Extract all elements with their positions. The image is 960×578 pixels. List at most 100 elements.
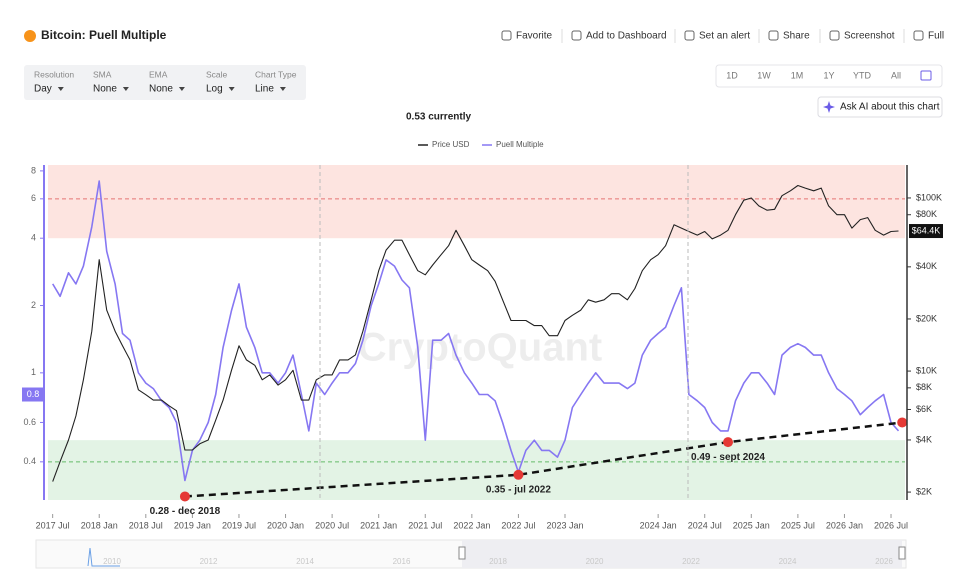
y2-tick-label: $80K — [916, 209, 937, 219]
plot-area: CryptoQuant — [48, 165, 908, 502]
y2-tick-label: $20K — [916, 313, 937, 323]
price-marker-label: $64.4K — [912, 225, 941, 235]
y-tick-label: 2 — [31, 300, 36, 310]
ai-icon — [823, 101, 835, 113]
range-button[interactable]: 1M — [791, 70, 804, 80]
control-label: Scale — [206, 69, 228, 79]
subtitle: 0.53 currently — [406, 112, 471, 123]
y2-tick-label: $10K — [916, 365, 937, 375]
ask-ai-button[interactable] — [817, 96, 943, 118]
y-tick-label: 1 — [31, 367, 36, 377]
x-tick-label: 2019 Jan — [174, 520, 211, 530]
x-tick-label: 2022 Jan — [453, 520, 490, 530]
action-icon — [913, 30, 924, 41]
navigator-label: 2014 — [296, 557, 314, 566]
action-button[interactable]: Add to Dashboard — [586, 31, 667, 42]
trend-annotation: 0.28 - dec 2018 — [150, 506, 221, 517]
y2-tick-label: $8K — [916, 382, 932, 392]
trend-point — [513, 469, 524, 480]
action-button[interactable]: Share — [783, 31, 810, 42]
control-value[interactable]: Day — [34, 84, 52, 95]
x-tick-label: 2023 Jan — [546, 520, 583, 530]
navigator-label: 2022 — [682, 557, 700, 566]
trend-annotation: 0.35 - jul 2022 — [486, 484, 551, 495]
y2-tick-label: $100K — [916, 192, 942, 202]
dropdown-arrow — [279, 87, 286, 91]
zone-band — [48, 440, 905, 500]
x-tick-label: 2020 Jan — [267, 520, 304, 530]
navigator-window[interactable] — [462, 540, 902, 568]
action-button[interactable]: Screenshot — [844, 31, 895, 42]
x-tick-label: 2021 Jul — [408, 520, 442, 530]
control-value[interactable]: Line — [255, 84, 274, 95]
trend-point — [897, 417, 908, 428]
control-label: SMA — [93, 69, 112, 79]
watermark: CryptoQuant — [358, 326, 602, 370]
controls-panel — [24, 65, 306, 100]
y2-tick-label: $2K — [916, 486, 932, 496]
action-icon — [829, 30, 840, 41]
x-tick-label: 2019 Jul — [222, 520, 256, 530]
dropdown-arrow — [57, 87, 64, 91]
ask-ai-label[interactable]: Ask AI about this chart — [840, 102, 940, 113]
range-button[interactable]: 1Y — [823, 70, 834, 80]
trend-annotation: 0.49 - sept 2024 — [691, 452, 765, 463]
price-marker — [909, 224, 943, 239]
y2-tick-label: $40K — [916, 261, 937, 271]
action-button[interactable]: Favorite — [516, 31, 553, 42]
range-button[interactable]: All — [891, 70, 901, 80]
range-button[interactable]: 1D — [726, 70, 738, 80]
x-tick-label: 2018 Jan — [81, 520, 118, 530]
action-button[interactable]: Full — [928, 31, 944, 42]
x-tick-label: 2025 Jan — [733, 520, 770, 530]
dropdown-arrow — [178, 87, 185, 91]
current-marker-label: 0.8 — [27, 389, 40, 399]
action-icon — [684, 30, 695, 41]
x-tick-label: 2017 Jul — [36, 520, 70, 530]
x-tick-label: 2026 Jul — [874, 520, 908, 530]
y-tick-label: 0.6 — [23, 417, 36, 427]
navigator-spark — [87, 547, 120, 567]
trend-point — [179, 491, 190, 502]
x-tick-label: 2024 Jul — [688, 520, 722, 530]
trend-point — [723, 437, 734, 448]
action-icon — [768, 30, 779, 41]
navigator-handle[interactable] — [458, 546, 466, 560]
x-tick-label: 2021 Jan — [360, 520, 397, 530]
action-button[interactable]: Set an alert — [699, 31, 750, 42]
x-tick-label: 2024 Jan — [640, 520, 677, 530]
range-panel — [715, 64, 943, 88]
action-icon — [571, 30, 582, 41]
x-tick-label: 2018 Jul — [129, 520, 163, 530]
control-value[interactable]: None — [93, 84, 117, 95]
navigator-label: 2012 — [200, 557, 218, 566]
current-marker — [22, 387, 44, 402]
navigator-label: 2016 — [393, 557, 411, 566]
legend-label[interactable]: Puell Multiple — [496, 140, 544, 149]
navigator-label: 2018 — [489, 557, 507, 566]
y-tick-label: 6 — [31, 193, 36, 203]
control-label: Chart Type — [255, 69, 297, 79]
y2-tick-label: $6K — [916, 404, 932, 414]
range-button[interactable]: 1W — [757, 70, 771, 80]
range-button[interactable]: YTD — [853, 70, 872, 80]
legend-label[interactable]: Price USD — [432, 140, 470, 149]
bitcoin-icon — [24, 30, 36, 42]
control-value[interactable]: Log — [206, 84, 223, 95]
y-tick-label: 8 — [31, 165, 36, 175]
calendar-icon[interactable] — [920, 70, 932, 81]
dropdown-arrow — [228, 87, 235, 91]
navigator-handle[interactable] — [898, 546, 906, 560]
x-tick-label: 2020 Jul — [315, 520, 349, 530]
zone-band — [48, 165, 905, 239]
navigator-label: 2024 — [779, 557, 797, 566]
control-value[interactable]: None — [149, 84, 173, 95]
control-label: EMA — [149, 69, 168, 79]
page-title: Bitcoin: Puell Multiple — [41, 28, 167, 42]
y-tick-label: 0.4 — [23, 456, 36, 466]
navigator-label: 2026 — [875, 557, 893, 566]
y2-tick-label: $4K — [916, 434, 932, 444]
price-line — [52, 184, 899, 482]
